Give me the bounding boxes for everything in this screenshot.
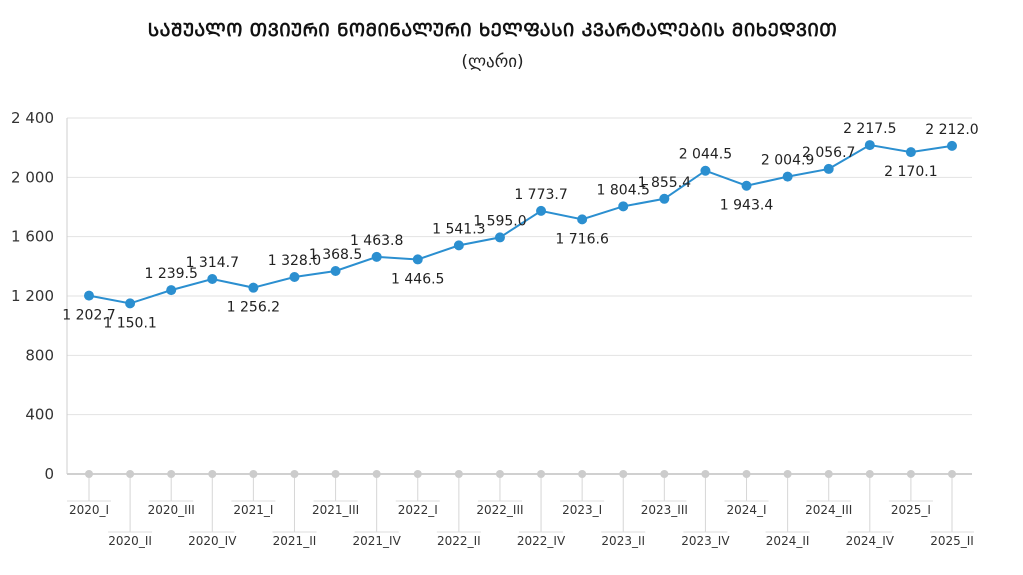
data-label: 2 004.9 (761, 153, 814, 169)
x-tick-label: 2022_IV (517, 534, 566, 548)
data-point (618, 201, 629, 212)
x-tick-label: 2024_II (766, 534, 810, 548)
x-tick-label: 2023_I (562, 503, 602, 517)
x-tick-label: 2020_I (69, 503, 109, 517)
x-tick-label: 2023_III (641, 503, 688, 517)
data-label: 1 446.5 (391, 271, 444, 287)
x-category-marker (783, 470, 792, 478)
data-point (536, 205, 547, 216)
data-point (741, 180, 752, 191)
x-category-marker (413, 470, 422, 478)
x-tick-label: 2020_IV (188, 534, 237, 548)
x-tick-label: 2022_III (476, 503, 523, 517)
data-point (577, 214, 588, 225)
data-label: 1 150.1 (103, 315, 156, 331)
data-label: 2 212.0 (925, 122, 978, 138)
data-point (947, 140, 957, 151)
x-category-marker (331, 470, 340, 478)
x-tick-label: 2021_III (312, 503, 359, 517)
x-tick-label: 2023_IV (681, 534, 730, 548)
x-category-marker (249, 470, 258, 478)
x-tick-label: 2022_I (398, 503, 438, 517)
data-label: 1 716.6 (555, 231, 609, 247)
chart-title: ᲡᲐᲨᲣᲐᲚᲝ ᲗᲕᲘᲣᲠᲘ ᲜᲝᲛᲘᲜᲐᲚᲣᲠᲘ ᲮᲔᲚᲤᲐᲡᲘ ᲙᲕᲐᲠᲢᲐ… (147, 20, 838, 41)
data-label: 2 056.7 (802, 145, 855, 161)
x-category-marker (701, 470, 710, 478)
data-label: 2 170.1 (884, 164, 937, 180)
x-category-marker (537, 470, 546, 478)
data-label: 1 368.5 (309, 247, 362, 263)
data-label: 1 773.7 (514, 187, 567, 203)
x-tick-label: 2024_III (805, 503, 852, 517)
data-point (823, 163, 834, 174)
x-category-marker (495, 470, 504, 478)
x-category-marker (454, 470, 463, 478)
x-category-marker (865, 470, 874, 478)
x-category-marker (85, 470, 93, 478)
x-category-marker (948, 470, 956, 478)
data-label: 1 256.2 (227, 300, 280, 316)
data-point (166, 285, 177, 296)
data-point (782, 171, 793, 182)
y-tick-label: 400 (25, 406, 54, 424)
data-label: 2 217.5 (843, 121, 896, 137)
x-category-marker (126, 470, 135, 478)
data-label: 1 314.7 (186, 255, 239, 271)
data-label: 1 943.4 (720, 198, 774, 214)
x-category-marker (372, 470, 381, 478)
data-label: 1 541.3 (432, 221, 485, 237)
data-point (700, 165, 711, 176)
data-point (494, 232, 505, 243)
y-tick-label: 1 200 (11, 287, 54, 305)
x-category-marker (208, 470, 217, 478)
data-label: 1 202.7 (62, 308, 115, 324)
x-tick-label: 2021_IV (353, 534, 402, 548)
y-tick-label: 2 000 (11, 168, 54, 186)
data-point (207, 273, 218, 284)
x-tick-label: 2024_I (726, 503, 766, 517)
data-label: 1 804.5 (597, 182, 650, 198)
data-point (125, 298, 136, 309)
x-tick-label: 2021_I (233, 503, 273, 517)
x-category-marker (906, 470, 915, 478)
x-tick-label: 2025_II (930, 534, 974, 548)
x-category-marker (660, 470, 669, 478)
x-tick-label: 2020_II (108, 534, 152, 548)
x-tick-label: 2022_II (437, 534, 481, 548)
data-point (330, 266, 341, 277)
series-line (88, 144, 953, 305)
x-tick-label: 2021_II (273, 534, 317, 548)
data-label: 1 463.8 (350, 233, 403, 249)
x-tick-label: 2024_IV (846, 534, 895, 548)
y-tick-label: 0 (44, 465, 54, 483)
x-category-marker (824, 470, 833, 478)
y-tick-label: 800 (25, 346, 54, 364)
x-category-marker (619, 470, 628, 478)
y-tick-label: 1 600 (11, 228, 54, 246)
chart-subtitle: (ლარი) (461, 52, 524, 72)
data-point (864, 140, 875, 151)
data-label: 1 595.0 (473, 213, 526, 229)
data-point (412, 254, 423, 265)
data-point (371, 251, 382, 262)
data-point (453, 240, 464, 251)
x-category-marker (290, 470, 299, 478)
x-tick-label: 2025_I (891, 503, 931, 517)
x-category-marker (742, 470, 751, 478)
data-point (289, 272, 300, 283)
data-label: 2 044.5 (679, 147, 732, 163)
data-point (905, 147, 916, 158)
data-point (84, 290, 94, 301)
x-tick-label: 2023_II (601, 534, 645, 548)
y-tick-label: 2 400 (11, 109, 54, 127)
data-point (248, 282, 259, 293)
x-category-marker (578, 470, 587, 478)
x-tick-label: 2020_III (148, 503, 195, 517)
data-label: 1 328.0 (268, 253, 321, 269)
data-label: 1 855.4 (638, 175, 692, 191)
data-point (659, 193, 670, 204)
data-label: 1 239.5 (144, 266, 197, 282)
x-category-marker (167, 470, 176, 478)
